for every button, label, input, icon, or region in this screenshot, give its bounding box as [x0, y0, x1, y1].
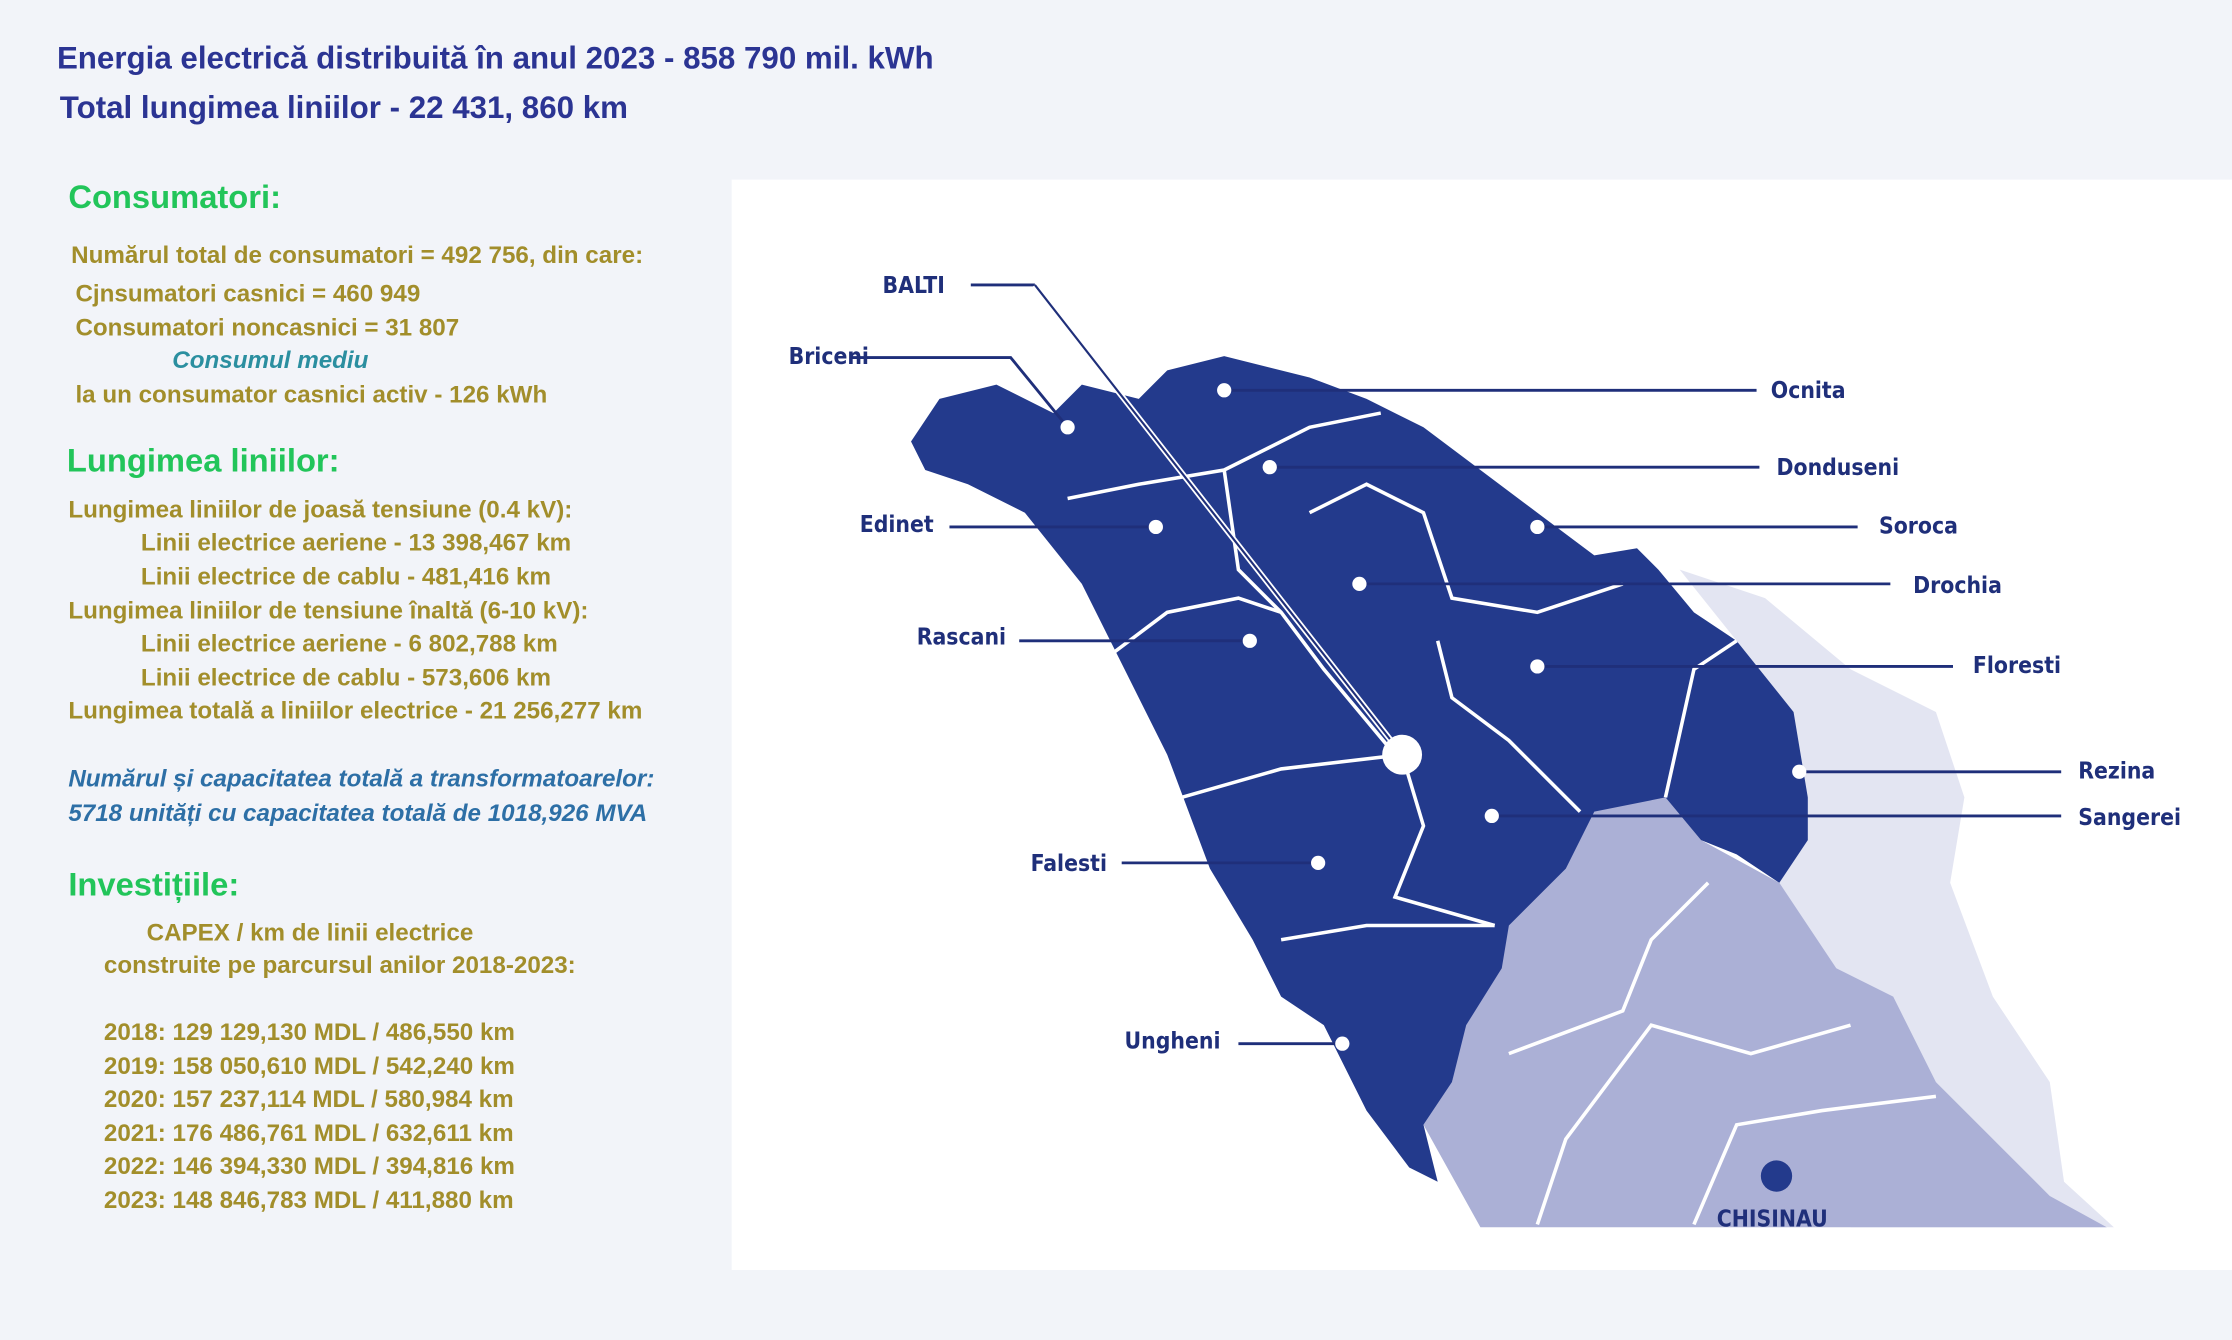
text: Consumatori noncasnici = 31 807 [75, 314, 459, 341]
map-label: Ungheni [1125, 1029, 1221, 1055]
text: construite pe parcursul anilor 2018-2023… [104, 952, 576, 979]
map-label: Drochia [1913, 573, 2002, 599]
text: Numărul și capacitatea totală a transfor… [68, 766, 654, 793]
text: 2019: 158 050,610 MDL / 542,240 km [104, 1053, 515, 1080]
region-north [911, 356, 1808, 1182]
title: Energia electrică distribuită în anul 20… [57, 40, 934, 75]
border [1663, 639, 1738, 798]
dot [1242, 633, 1257, 648]
text: Lungimea liniilor de tensiune înaltă (6-… [68, 598, 588, 625]
dot [1311, 855, 1326, 870]
dot [1484, 808, 1499, 824]
border [1508, 881, 1710, 1056]
text: 2023: 148 846,783 MDL / 411,880 km [104, 1187, 514, 1214]
map-label: BALTI [883, 273, 945, 299]
map: BALTI Briceni Ocnita Donduseni Edinet So… [731, 179, 2232, 1270]
heading: Investițiile: [68, 866, 239, 904]
city-chisinau [1760, 1160, 1793, 1192]
text: Lungimea totală a liniilor electrice - 2… [68, 697, 642, 724]
map-label: Falesti [1031, 851, 1107, 877]
text: 2021: 176 486,761 MDL / 632,611 km [104, 1120, 514, 1147]
region-south [1423, 797, 2107, 1228]
leader [1034, 284, 1403, 756]
border [1692, 1094, 1937, 1226]
dot [1262, 460, 1277, 475]
dot [1335, 1036, 1350, 1051]
city-balti [1382, 734, 1423, 775]
map-label: Donduseni [1776, 455, 1899, 481]
subtitle: Total lungimea liniilor - 22 431, 860 km [60, 90, 628, 125]
map-label: Edinet [860, 512, 934, 538]
map-label: Briceni [789, 344, 869, 370]
leader [849, 356, 1069, 429]
text: 2020: 157 237,114 MDL / 580,984 km [104, 1086, 514, 1113]
border [1180, 752, 1496, 928]
border [1535, 1023, 1851, 1226]
text: 2018: 129 129,130 MDL / 486,550 km [104, 1019, 515, 1046]
text: 2022: 146 394,330 MDL / 394,816 km [104, 1153, 515, 1180]
text: Numărul total de consumatori = 492 756, … [71, 242, 643, 269]
text: Linii electrice de cablu - 573,606 km [141, 665, 551, 692]
dot [1148, 519, 1163, 535]
map-label: Floresti [1973, 653, 2061, 679]
map-label: Rezina [2078, 758, 2155, 784]
text: CAPEX / km de linii electrice [147, 919, 474, 946]
map-label: CHISINAU [1717, 1207, 1828, 1233]
dot [1530, 659, 1545, 674]
border [1435, 640, 1582, 813]
text: la un consumator casnici activ - 126 kWh [75, 381, 547, 408]
text: Consumul mediu [172, 347, 368, 374]
text: Linii electrice de cablu - 481,416 km [141, 564, 551, 591]
heading: Lungimea liniilor: [67, 442, 340, 479]
text: 5718 unități cu capacitatea totală de 10… [68, 800, 647, 827]
map-label: Rascani [917, 624, 1006, 650]
dot [1060, 420, 1075, 435]
dot [1792, 764, 1807, 779]
heading: Consumatori: [68, 178, 281, 215]
dot [1530, 519, 1545, 535]
text: Lungimea liniilor de joasă tensiune (0.4… [68, 497, 572, 524]
border [1308, 482, 1624, 615]
border [1109, 596, 1282, 657]
map-label: Sangerei [2078, 805, 2181, 831]
map-label: Ocnita [1771, 378, 1846, 404]
border [1280, 923, 1495, 942]
dot [1352, 576, 1367, 591]
text: Linii electrice aeriene - 13 398,467 km [141, 529, 571, 556]
region-faint [1679, 569, 2114, 1228]
map-label: Soroca [1879, 513, 1958, 539]
text: Cjnsumatori casnici = 460 949 [75, 280, 420, 307]
text: Linii electrice aeriene - 6 802,788 km [141, 630, 558, 657]
dot [1217, 383, 1232, 398]
